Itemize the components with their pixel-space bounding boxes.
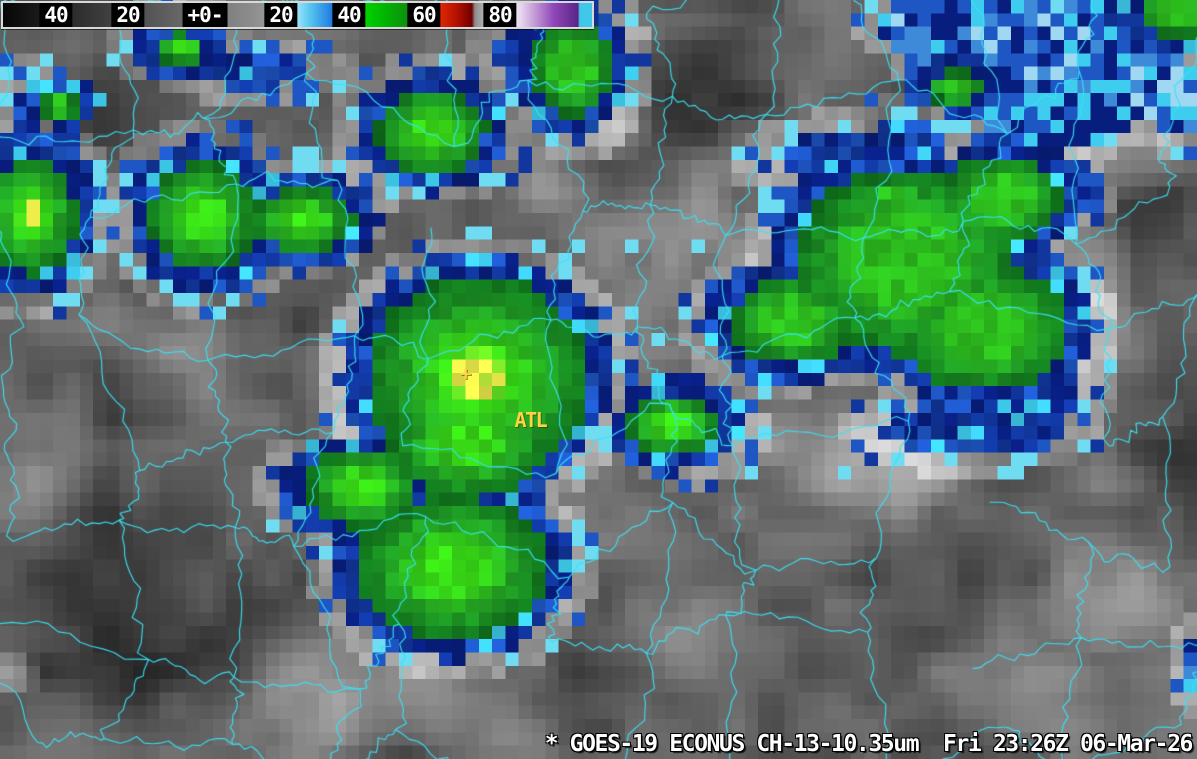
colorbar-tick-label: 20 xyxy=(111,3,145,27)
colorbar-tick-label: 40 xyxy=(39,3,73,27)
product-annotation: * GOES-19 ECONUS CH-13-10.35um Fri 23:26… xyxy=(544,731,1194,757)
colorbar-tick-label: 20 xyxy=(264,3,298,27)
colorbar-tick-label: 60 xyxy=(407,3,441,27)
station-label: ATL xyxy=(514,408,548,432)
colorbar-tick-label: +0- xyxy=(182,3,228,27)
station-plus-icon: + xyxy=(460,363,472,385)
temperature-colorbar: 40 20 +0- 20 40 60 80 xyxy=(1,1,594,29)
colorbar-tick-label: 40 xyxy=(332,3,366,27)
colorbar-tick-label: 80 xyxy=(483,3,517,27)
station-marker-atl: + ATL xyxy=(460,363,548,451)
